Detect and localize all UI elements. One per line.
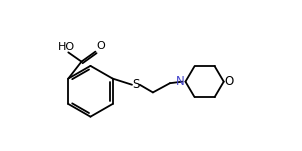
- Text: O: O: [224, 75, 234, 88]
- Text: N: N: [176, 75, 185, 88]
- Text: S: S: [132, 78, 140, 91]
- Text: HO: HO: [58, 42, 76, 52]
- Text: O: O: [96, 41, 105, 51]
